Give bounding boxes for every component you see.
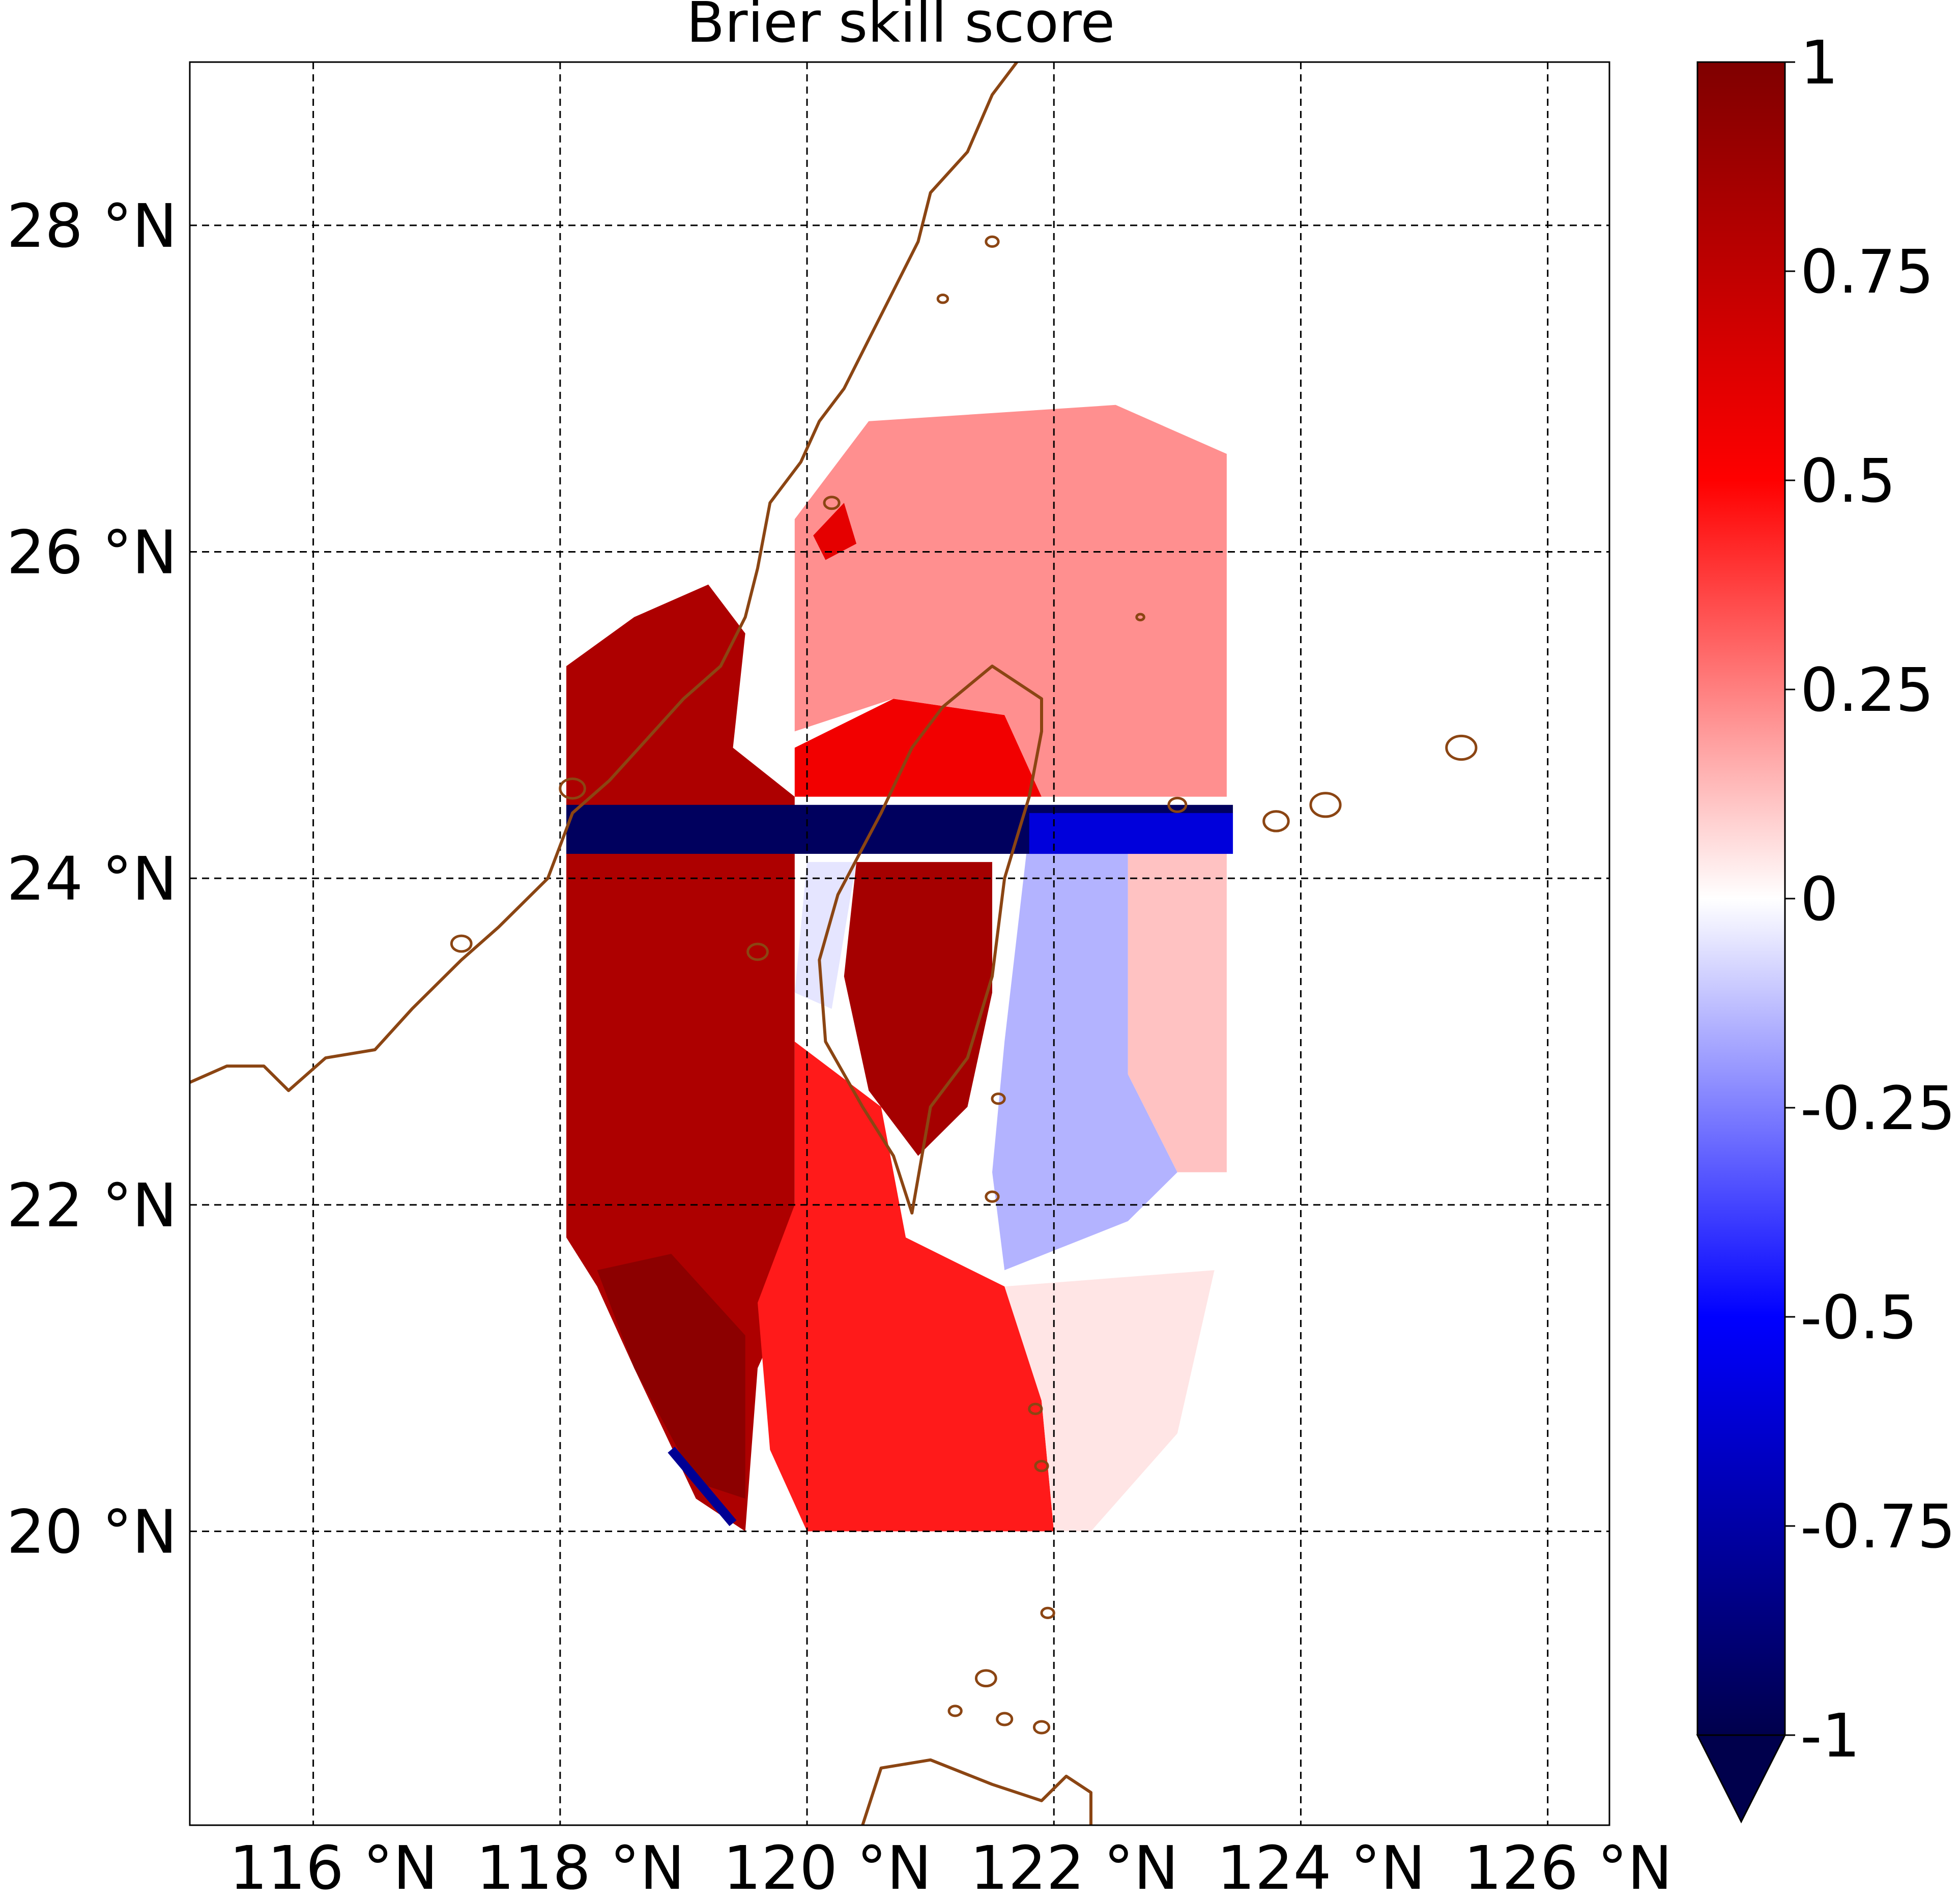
coastline-island — [823, 496, 841, 510]
colorbar-ticks: 1 0.75 0.5 0.25 0 -0.25 -0.5 -0.75 -1 — [1785, 27, 1955, 1771]
coastline-island — [936, 294, 949, 304]
region-east-negative — [992, 829, 1177, 1271]
colorbar-tick-label: 0.75 — [1800, 237, 1934, 307]
region-east-sea — [1128, 846, 1227, 1172]
y-tick-label: 28 °N — [7, 191, 177, 261]
colorbar-tick-label: 0.25 — [1800, 655, 1934, 725]
y-axis-ticks: 20 °N 22 °N 24 °N 26 °N 28 °N — [7, 191, 177, 1567]
coastline-island — [1167, 796, 1188, 813]
x-tick-label: 126 °N — [1464, 1833, 1673, 1901]
colorbar-tick-label: -0.25 — [1800, 1073, 1955, 1143]
region-north-strait — [794, 699, 1042, 797]
coastline-island — [1028, 1402, 1043, 1415]
x-tick-label: 118 °N — [476, 1833, 685, 1901]
colorbar-gradient — [1697, 62, 1785, 1735]
coastline-island — [974, 1669, 997, 1688]
colorbar-tick-label: -0.75 — [1800, 1491, 1955, 1562]
coastline-island — [450, 934, 473, 953]
coastline-island — [1445, 734, 1478, 761]
coastline-luzon — [861, 1758, 1092, 1825]
coastlines — [190, 62, 1478, 1825]
coastline-island — [996, 1712, 1014, 1726]
region-north-sea — [794, 405, 1227, 797]
colorbar-extension — [1696, 1734, 1786, 1824]
region-south-strait — [758, 1042, 1054, 1532]
coastline-taiwan — [818, 665, 1043, 1215]
coastline-island — [1032, 1720, 1051, 1735]
coastline-island — [1135, 613, 1145, 622]
region-central-taiwan — [844, 862, 992, 1156]
coastline-island — [1034, 1460, 1049, 1473]
x-tick-label: 124 °N — [1217, 1833, 1425, 1901]
coastline-island — [1040, 1606, 1055, 1620]
colorbar-tick-label: 0 — [1800, 864, 1838, 934]
southwest-blue-streak — [668, 1447, 737, 1526]
chart-title: Brier skill score — [686, 0, 1115, 55]
coastline-island — [991, 1092, 1006, 1105]
y-tick-label: 20 °N — [7, 1497, 177, 1567]
y-tick-label: 24 °N — [7, 844, 177, 914]
coastline-island — [985, 235, 1000, 248]
coastline-island — [985, 1190, 1000, 1203]
heatmap-field — [566, 405, 1233, 1532]
colorbar-tick-label: 0.5 — [1800, 446, 1896, 516]
colorbar: 1 0.75 0.5 0.25 0 -0.25 -0.5 -0.75 -1 — [1696, 27, 1955, 1824]
coastline-island — [1262, 810, 1290, 832]
coastline-china-coast — [190, 62, 1018, 1092]
region-northeast-patch — [813, 503, 857, 560]
plot-frame — [189, 61, 1610, 1826]
x-tick-label: 122 °N — [970, 1833, 1178, 1901]
y-tick-label: 22 °N — [7, 1170, 177, 1241]
coastline-island — [947, 1705, 963, 1717]
coastline-island — [746, 942, 769, 961]
colorbar-tick-label: 1 — [1800, 27, 1838, 98]
blue-band-east — [1029, 813, 1233, 854]
colorbar-tick-label: -1 — [1800, 1701, 1860, 1771]
colorbar-tick-label: -0.5 — [1800, 1282, 1917, 1352]
coastline-island — [1309, 792, 1342, 818]
gridlines — [190, 62, 1609, 1825]
x-tick-label: 116 °N — [229, 1833, 438, 1901]
region-southwest-core — [597, 1254, 745, 1499]
x-axis-ticks: 116 °N 118 °N 120 °N 122 °N 124 °N 126 °N — [229, 1833, 1673, 1901]
x-tick-label: 120 °N — [723, 1833, 932, 1901]
region-southeast-white — [1004, 1270, 1215, 1532]
colorbar-outline — [1696, 61, 1786, 1824]
coastline-island — [559, 777, 586, 800]
y-tick-label: 26 °N — [7, 517, 177, 588]
